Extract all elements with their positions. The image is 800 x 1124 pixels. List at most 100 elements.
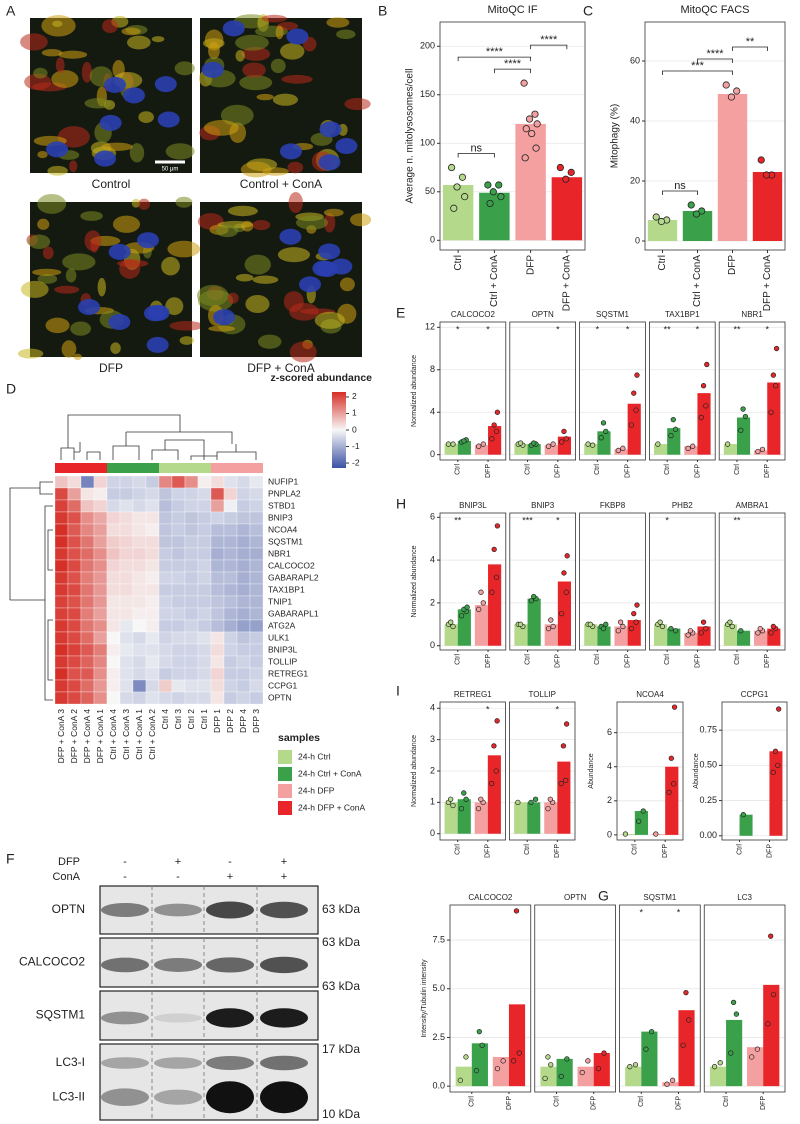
data-point [489,589,495,595]
data-point [727,93,736,101]
bar [667,428,681,455]
data-point [563,777,569,784]
data-point [500,1058,506,1064]
heatmap-cell [171,499,186,513]
bar [593,1053,610,1087]
nucleus [318,154,341,171]
heatmap-cell [249,559,264,573]
data-point [657,217,666,226]
heatmap-cell [158,679,173,693]
significance-label: **** [504,58,522,70]
heatmap-cell [67,511,82,525]
data-point [450,204,458,212]
legend-label: 24-h DFP + ConA [298,802,366,812]
heatmap-cell [197,631,212,645]
micrograph-texture [131,198,141,208]
heatmap-cell [171,643,186,657]
significance-label: ** [454,515,462,525]
heatmap-cell [171,523,186,537]
treatment-sign: - [123,871,127,883]
heatmap-cell [236,571,251,585]
micrograph-texture [289,302,319,321]
facet-title: NBR1 [741,310,763,319]
data-point [494,409,501,415]
facet-title: AMBRA1 [736,501,769,510]
nucleus [154,76,177,93]
bar [597,626,611,646]
heatmap-cell [67,679,82,693]
data-point [564,1056,570,1062]
micrograph-texture [37,274,58,284]
micrograph-texture [121,27,141,36]
row-label: STBD1 [268,500,296,510]
heatmap-cell [210,475,225,489]
heatmap-cell [132,619,147,633]
x-tick-label: Ctrl [453,255,464,271]
bar [457,609,471,646]
bar [514,444,528,455]
heatmap-cell [158,655,173,669]
x-tick-label: Ctrl [524,464,531,475]
blot-band [260,1055,308,1071]
y-tick-label: 0 [430,828,435,838]
y-tick-label: 4 [430,554,435,564]
legend-swatch [278,767,292,781]
group-bar [159,463,172,473]
bar [527,802,541,834]
nucleus [279,143,302,160]
treatment-sign: - [228,856,232,868]
heatmap-cell [54,475,69,489]
micrograph-texture [58,50,88,59]
y-tick-label: 0 [430,449,435,459]
data-point [628,625,635,632]
y-axis-label: Abundance [693,753,700,789]
heatmap-cell [236,667,251,681]
heatmap-cell [132,583,147,597]
heatmap-cell [93,679,108,693]
data-point [528,129,536,138]
data-point [547,796,553,802]
heatmap-cell [249,547,264,561]
x-tick-label: DFP [485,844,492,858]
data-point [686,1017,692,1023]
data-point [545,1054,551,1060]
heatmap-cell [210,511,225,525]
heatmap-cell [93,487,108,501]
data-point [559,610,565,617]
micrograph-texture [41,48,63,57]
micrograph-texture [80,211,103,221]
significance-label: ns [674,180,686,192]
dendrogram-top [112,431,257,460]
data-point [690,443,696,449]
heatmap-cell [158,547,173,561]
column-label: Ctrl + ConA 3 [121,709,131,760]
heatmap-cell [93,583,108,597]
group-bar [81,463,94,473]
blot-label: LC3-I [56,1055,85,1069]
heatmap-cell [119,487,134,501]
micrograph-texture [138,198,150,210]
significance-label: * [665,515,669,525]
heatmap-cell [106,547,121,561]
x-tick-label: Ctrl [638,1096,645,1107]
micrograph-texture [37,218,50,230]
heatmap-cell [158,475,173,489]
heatmap-cell [80,475,95,489]
heatmap-cell [184,631,199,645]
heatmap-cell [223,535,238,549]
data-point [755,630,761,636]
heatmap-cell [184,511,199,525]
column-label: Ctrl + ConA 1 [134,709,144,760]
data-point [633,619,639,625]
chart-title: MitoQC FACS [680,4,749,16]
x-tick-label: DFP + ConA [562,255,573,312]
heatmap-cell [54,511,69,525]
bar [739,814,753,836]
heatmap-cell [210,571,225,585]
blot-band [154,1013,202,1023]
nucleus [94,150,117,167]
row-label: GABARAPL1 [268,608,319,618]
micrograph-texture [235,34,269,51]
data-point [561,428,567,434]
heatmap-cell [249,487,264,501]
